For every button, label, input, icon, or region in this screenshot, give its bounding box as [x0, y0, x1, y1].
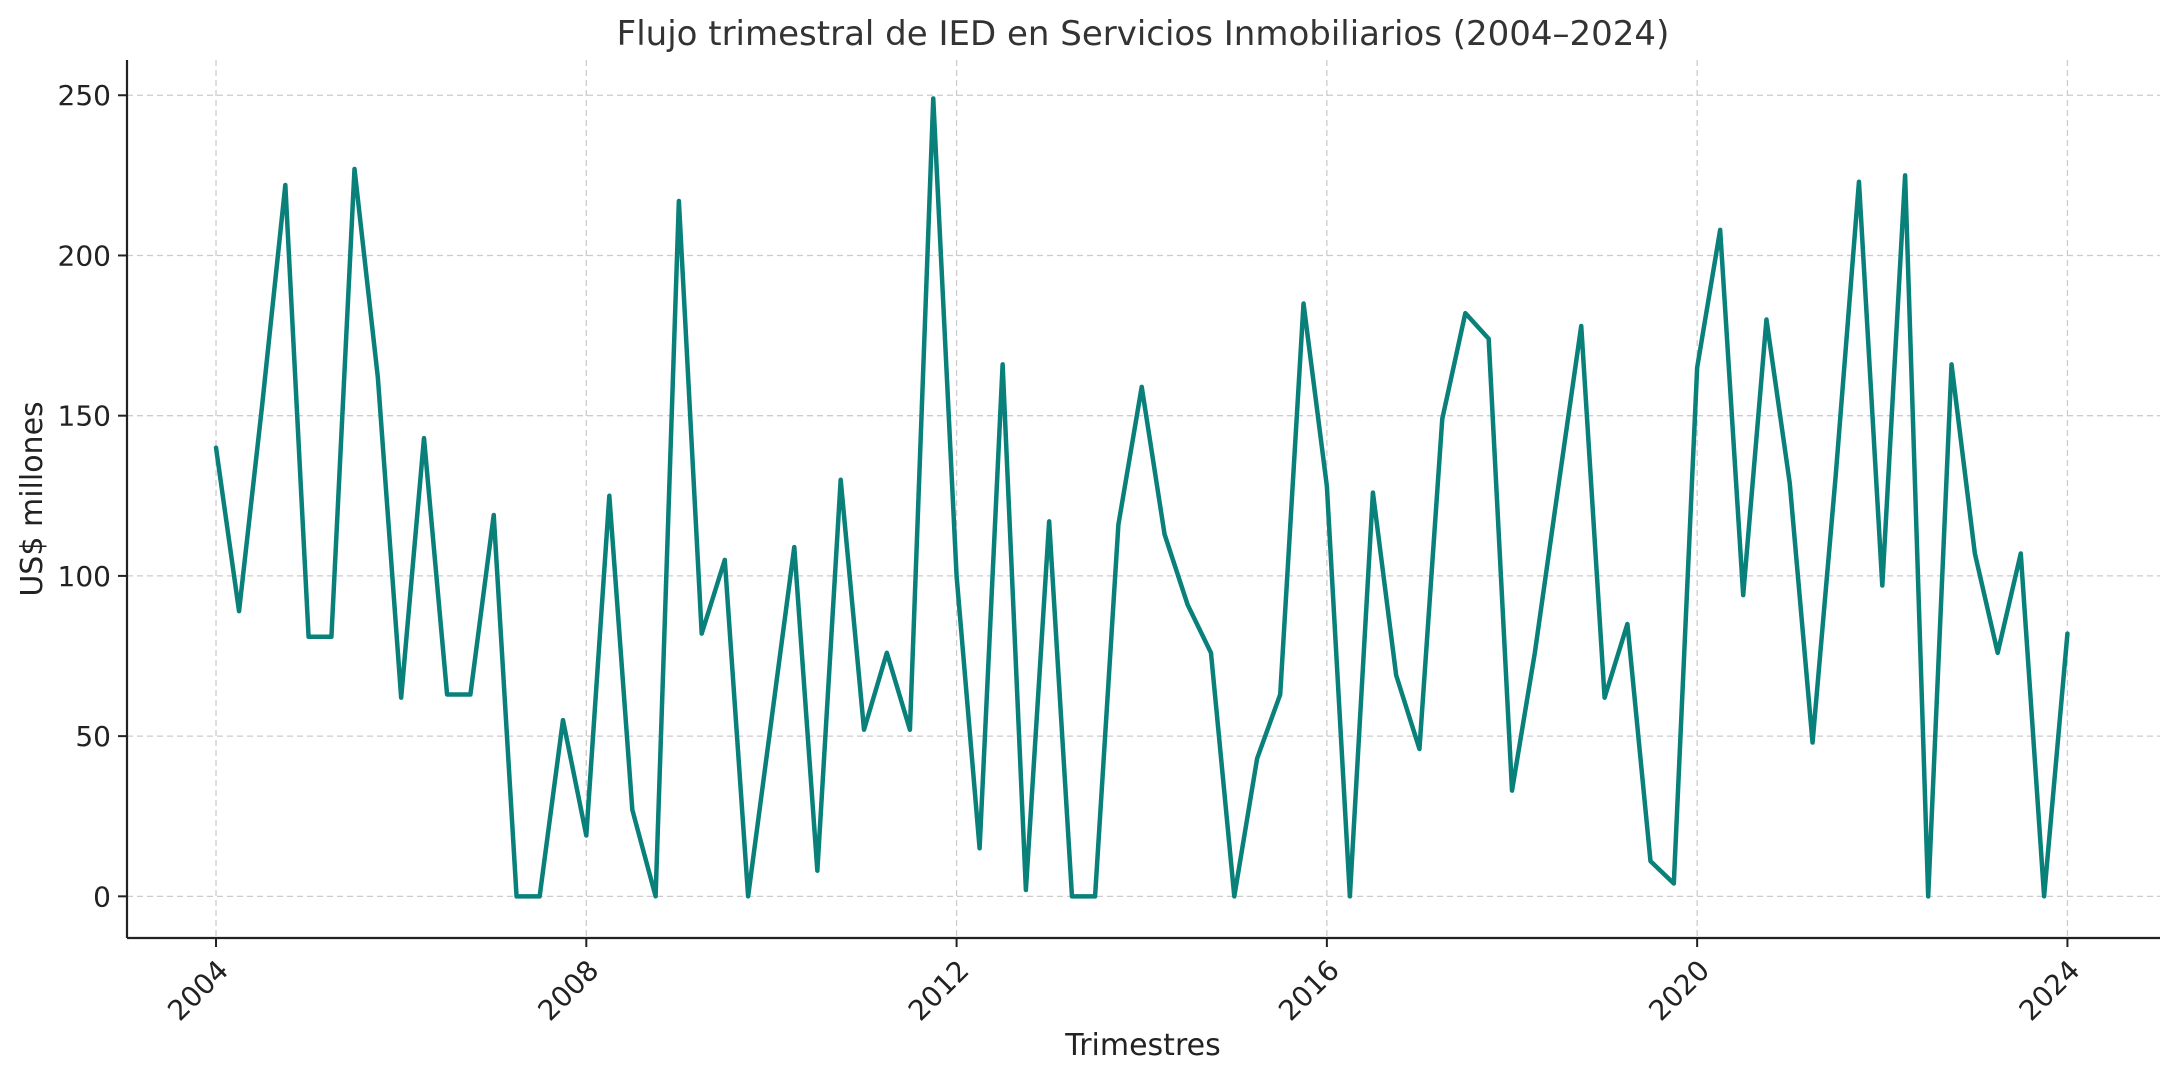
y-tick-label: 100 [58, 560, 111, 593]
y-tick-label: 150 [58, 400, 111, 433]
x-tick-label: 2024 [2013, 954, 2087, 1028]
y-tick-label: 200 [58, 239, 111, 272]
x-axis-label: Trimestres [1064, 1028, 1220, 1063]
series-layer [213, 96, 2070, 899]
y-tick-label: 250 [58, 79, 111, 112]
gridlines [127, 60, 2160, 938]
x-tick-label: 2008 [532, 954, 606, 1028]
x-tick-label: 2004 [161, 954, 235, 1028]
y-tick-label: 50 [75, 720, 111, 753]
y-tick-label: 0 [93, 880, 111, 913]
x-tick-label: 2012 [902, 954, 976, 1028]
chart-title: Flujo trimestral de IED en Servicios Inm… [617, 14, 1670, 54]
x-tick-label: 2020 [1642, 954, 1716, 1028]
series-line [213, 96, 2070, 899]
y-axis-label: US$ millones [15, 401, 50, 596]
x-tick-label: 2016 [1272, 954, 1346, 1028]
